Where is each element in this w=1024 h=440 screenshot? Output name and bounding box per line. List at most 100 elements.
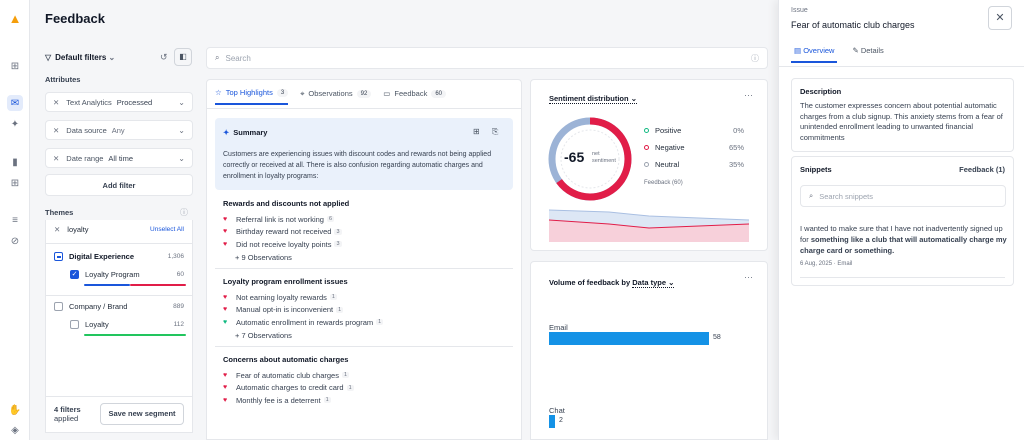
bar-label: Chat (549, 406, 565, 415)
feedback-icon[interactable]: ✉ (7, 95, 23, 111)
filter-value: Any (111, 125, 125, 135)
tab-details[interactable]: ✎ Details (849, 46, 886, 63)
search-input[interactable]: Search (225, 53, 251, 63)
tab-overview[interactable]: ▤ Overview (791, 46, 838, 63)
unselect-all-link[interactable]: Unselect All (150, 226, 184, 233)
description-card: Description The customer expresses conce… (791, 78, 1014, 152)
remove-filter-icon[interactable]: ✕ (53, 97, 60, 107)
observation-item[interactable]: ♥ Not earning loyalty rewards 1 (223, 291, 513, 304)
sparkle-icon[interactable]: ✦ (10, 118, 20, 130)
legend-label: Neutral (655, 160, 680, 169)
remove-filter-icon[interactable]: ✕ (53, 125, 60, 135)
bar-chart-icon[interactable]: ▮ (12, 156, 18, 168)
theme-count: 1,306 (167, 253, 184, 260)
email-bar[interactable] (549, 332, 709, 345)
sentiment-title[interactable]: Sentiment distribution ⌄ (549, 94, 637, 104)
observation-item[interactable]: ♥ Monthly fee is a deterrent 1 (223, 394, 513, 407)
more-icon[interactable]: ··· (744, 90, 753, 100)
save-segment-button[interactable]: Save new segment (100, 403, 184, 425)
more-icon[interactable]: ··· (744, 272, 753, 282)
info-icon[interactable]: ⓘ (180, 208, 188, 217)
snippets-card: Snippets Feedback (1) ⌕ Search snippets I… (791, 156, 1014, 286)
snippets-source[interactable]: Feedback (1) (959, 165, 1005, 174)
qr-icon[interactable]: ⊞ (473, 127, 480, 136)
theme-loyalty[interactable]: Loyalty 112 (70, 320, 184, 329)
checkbox[interactable] (70, 320, 79, 329)
tab-label: Observations (308, 89, 353, 98)
tab-label: Overview (803, 46, 835, 55)
app-logo-icon[interactable]: ▲ (8, 10, 22, 26)
legend-negative: Negative 65% (644, 143, 744, 152)
search-bar[interactable]: ⌕ Search ⓘ (206, 47, 768, 69)
theme-search[interactable]: ✕ loyalty Unselect All (54, 225, 184, 234)
filter-text-analytics[interactable]: ✕ Text Analytics Processed ⌄ (45, 92, 193, 112)
filter-data-source[interactable]: ✕ Data source Any ⌄ (45, 120, 193, 140)
alert-icon[interactable]: ⊘ (10, 235, 20, 247)
checked-checkbox[interactable]: ✓ (70, 270, 79, 279)
collapse-panel-button[interactable]: ◧ (174, 48, 192, 66)
net-sentiment-label: net sentiment (592, 151, 616, 165)
telescope-icon: ⌖ (300, 88, 305, 98)
themes-list: ✕ loyalty Unselect All Digital Experienc… (45, 220, 193, 397)
theme-label: Digital Experience (69, 252, 135, 261)
filters-applied-suffix: applied (54, 414, 79, 423)
tab-observations[interactable]: ⌖ Observations 92 (300, 88, 372, 105)
copy-icon[interactable]: ⎘ (492, 127, 499, 136)
observation-item[interactable]: ♥ Fear of automatic club charges 1 (223, 369, 513, 382)
group-title: Concerns about automatic charges (223, 355, 349, 364)
snippet-text-plain: I wanted to make sure that I have not in… (800, 224, 1003, 244)
observation-item[interactable]: ♥ Referral link is not working 6 (223, 213, 513, 226)
legend-positive: Positive 0% (644, 126, 744, 135)
filter-label: Date range (66, 153, 104, 163)
sentiment-donut (548, 117, 632, 201)
observation-count: 1 (346, 384, 354, 391)
observation-text: Monthly fee is a deterrent (236, 395, 321, 405)
observation-item[interactable]: ♥ Manual opt-in is inconvenient 1 (223, 304, 513, 317)
observation-item[interactable]: ♥ Automatic charges to credit card 1 (223, 382, 513, 395)
widgets-icon[interactable]: ⊞ (10, 60, 20, 72)
default-filters-dropdown[interactable]: ▽ Default filters ⌄ (45, 53, 115, 62)
clear-icon[interactable]: ✕ (54, 225, 61, 234)
data-type-label: Data type (632, 278, 666, 287)
highlight-group: Rewards and discounts not applied ♥ Refer… (223, 199, 513, 262)
sliders-icon[interactable]: ≡ (12, 214, 18, 226)
observation-count: 1 (323, 397, 331, 404)
chat-bar[interactable] (549, 415, 555, 428)
add-filter-button[interactable]: Add filter (45, 174, 193, 196)
observation-item[interactable]: ♥ Automatic enrollment in rewards program… (223, 316, 513, 329)
legend-label: Positive (655, 126, 682, 135)
filter-date-range[interactable]: ✕ Date range All time ⌄ (45, 148, 193, 168)
highlight-group: Concerns about automatic charges ♥ Fear o… (223, 355, 513, 407)
snippet-search[interactable]: ⌕ Search snippets (800, 185, 1006, 207)
layers-icon[interactable]: ◈ (11, 424, 19, 436)
edit-icon: ✎ (852, 46, 859, 55)
theme-group-company-brand[interactable]: Company / Brand 889 (54, 302, 184, 311)
remove-filter-icon[interactable]: ✕ (53, 153, 60, 163)
tab-top-highlights[interactable]: ☆ Top Highlights 3 (215, 88, 289, 105)
sentiment-bar-blue (84, 284, 130, 286)
search-icon: ⌕ (809, 191, 814, 200)
search-icon: ⌕ (215, 53, 220, 62)
more-observations-link[interactable]: + 9 Observations (235, 252, 292, 262)
data-type-dropdown[interactable]: Data type ⌄ (632, 278, 675, 288)
more-observations-link[interactable]: + 7 Observations (235, 330, 292, 340)
hand-icon[interactable]: ✋ (8, 404, 22, 416)
observation-item[interactable]: ♥ Birthday reward not received 3 (223, 226, 513, 239)
snippet-search-input[interactable]: Search snippets (819, 191, 873, 201)
reset-icon[interactable]: ↺ (160, 52, 168, 62)
volume-title: Volume of feedback by Data type ⌄ (549, 278, 675, 288)
tab-feedback[interactable]: ▭ Feedback 60 (383, 88, 447, 105)
summary-title-text: Summary (233, 128, 268, 137)
observation-count: 6 (326, 216, 335, 223)
close-button[interactable]: ✕ (988, 6, 1012, 30)
theme-loyalty-program[interactable]: ✓ Loyalty Program 60 (70, 270, 184, 279)
observation-item[interactable]: ♥ Did not receive loyalty points 3 (223, 238, 513, 251)
info-icon[interactable]: ⓘ (751, 53, 759, 63)
partial-checkbox[interactable] (54, 252, 63, 261)
theme-group-digital-experience[interactable]: Digital Experience 1,306 (54, 252, 184, 261)
observation-count: 3 (334, 228, 342, 235)
grid-icon[interactable]: ⊞ (10, 177, 20, 189)
snippet-text: I wanted to make sure that I have not in… (800, 223, 1010, 256)
sentiment-label: sentiment (592, 158, 616, 164)
checkbox[interactable] (54, 302, 63, 311)
